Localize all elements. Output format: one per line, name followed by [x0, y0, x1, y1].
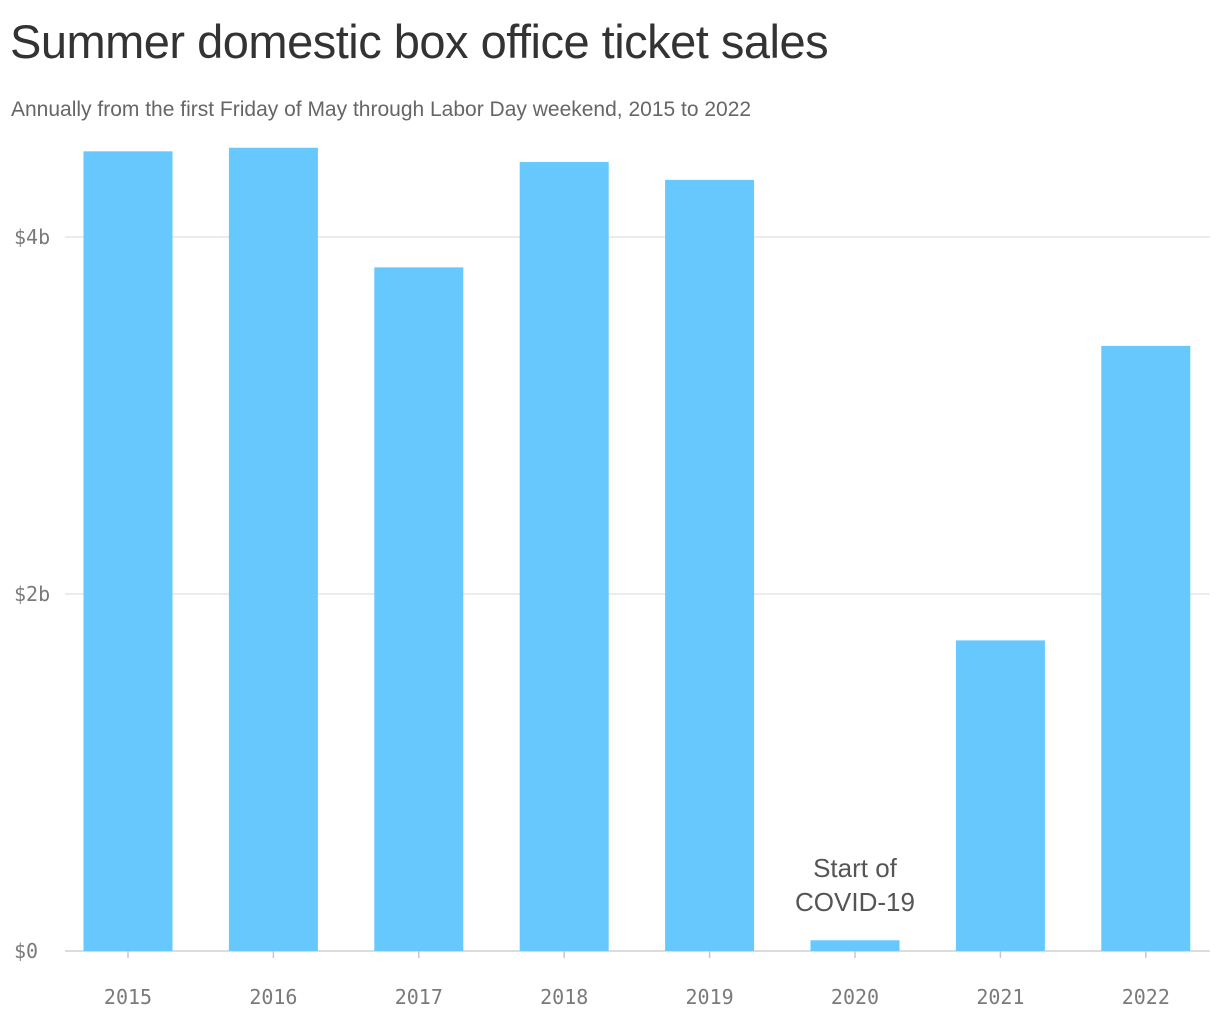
bar-2017 — [374, 267, 464, 952]
bar-2020 — [810, 940, 900, 951]
bar-2022 — [1101, 345, 1191, 951]
bar-2018 — [519, 162, 609, 951]
bar-2019 — [665, 179, 755, 951]
x-tick-label-2018: 2018 — [540, 985, 588, 1009]
x-tick-label-2017: 2017 — [395, 985, 443, 1009]
bar-2021 — [955, 640, 1045, 951]
x-tick-label-2021: 2021 — [976, 985, 1024, 1009]
bar-2015 — [83, 151, 173, 951]
x-axis: 2015 2016 2017 2018 2019 2020 2021 2022 — [104, 951, 1170, 1009]
annotation-line: Start of — [813, 853, 898, 883]
y-axis: $0 $2b $4b — [14, 225, 50, 963]
x-tick-label-2016: 2016 — [249, 985, 297, 1009]
y-tick-label: $2b — [14, 582, 50, 606]
x-tick-label-2020: 2020 — [831, 985, 879, 1009]
y-tick-label: $0 — [14, 939, 38, 963]
chart-subtitle: Annually from the first Friday of May th… — [11, 98, 752, 121]
chart-title: Summer domestic box office ticket sales — [10, 15, 829, 68]
bar-2016 — [228, 147, 318, 951]
x-tick-label-2019: 2019 — [686, 985, 734, 1009]
bars — [83, 147, 1191, 952]
x-tick-label-2015: 2015 — [104, 985, 152, 1009]
annotation-line: COVID-19 — [795, 887, 915, 917]
annotation: Start of COVID-19 — [795, 853, 915, 917]
x-tick-label-2022: 2022 — [1122, 985, 1170, 1009]
y-tick-label: $4b — [14, 225, 50, 249]
